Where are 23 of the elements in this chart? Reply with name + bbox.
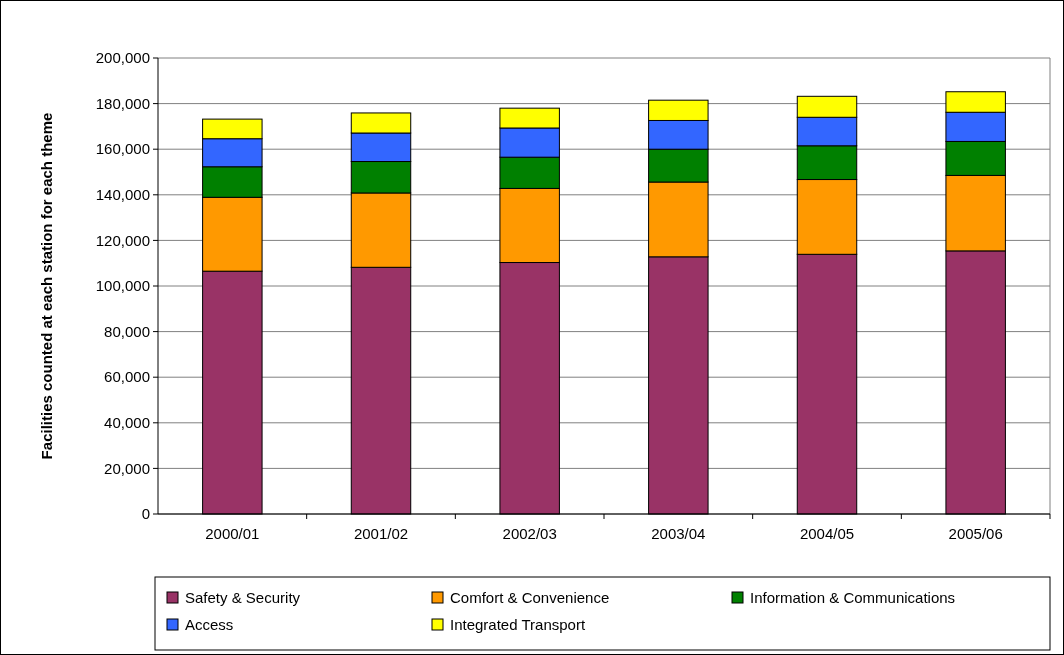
- x-tick-label: 2004/05: [799, 525, 855, 542]
- y-tick-label: 180,000: [95, 94, 150, 112]
- y-tick-label: 140,000: [95, 186, 150, 204]
- y-tick-label: 60,000: [104, 368, 150, 386]
- y-tick-label: 80,000: [104, 322, 150, 340]
- legend-label: Information & Communications: [750, 589, 956, 607]
- y-tick-label: 20,000: [104, 459, 150, 477]
- legend-label: Safety & Security: [185, 589, 301, 607]
- x-tick-label: 2005/06: [948, 525, 1003, 542]
- x-tick-label: 2002/03: [502, 525, 557, 542]
- y-tick-label: 100,000: [95, 277, 150, 295]
- x-tick-label: 2003/04: [651, 525, 706, 542]
- legend-label: Integrated Transport: [450, 616, 586, 634]
- y-tick-label: 120,000: [95, 231, 150, 249]
- x-tick-label: 2001/02: [353, 525, 409, 542]
- y-tick-label: 200,000: [95, 49, 150, 67]
- y-tick-label: 0: [141, 505, 150, 523]
- y-axis-title: Facilities counted at each station for each theme: [38, 112, 55, 460]
- legend-label: Access: [185, 616, 234, 634]
- legend-label: Comfort & Convenience: [450, 589, 610, 607]
- x-tick-label: 2000/01: [205, 525, 260, 542]
- y-tick-label: 40,000: [104, 414, 150, 432]
- y-tick-label: 160,000: [95, 140, 150, 158]
